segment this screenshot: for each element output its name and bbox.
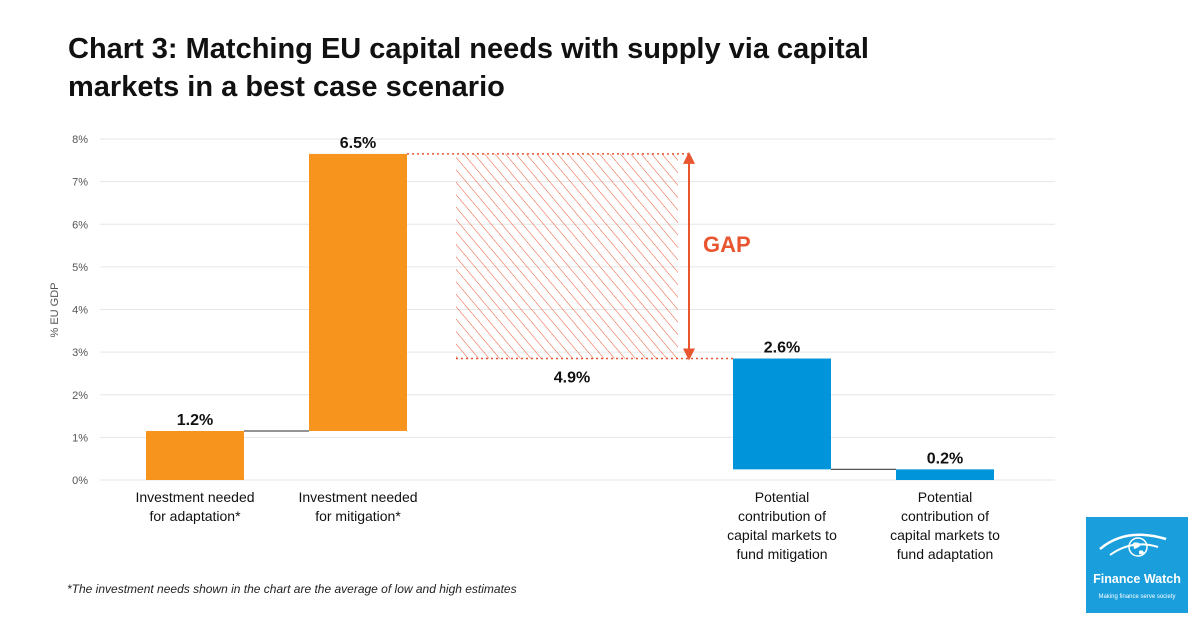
y-tick-label: 5% [72, 262, 88, 274]
category-label-line: capital markets to [890, 527, 1000, 543]
category-labels: Investment needed for adaptation*Investme… [135, 489, 1000, 562]
gap-annotation: GAP 4.9% [407, 151, 751, 387]
category-label-line: contribution of [901, 508, 989, 524]
footnote: *The investment needs shown in the chart… [67, 582, 517, 596]
y-tick-label: 1% [72, 432, 88, 444]
logo-tagline: Making finance serve society [1098, 594, 1176, 600]
y-tick-label: 7% [72, 177, 88, 189]
chart-title-line-1: Chart 3: Matching EU capital needs with … [68, 33, 869, 65]
bar [309, 153, 407, 431]
y-tick-label: 2% [72, 390, 88, 402]
category-label-line: contribution of [738, 508, 826, 524]
bar-value-label: 6.5% [340, 135, 376, 152]
category-label: Investment needed for mitigation* [298, 489, 417, 524]
category-label-line: fund mitigation [736, 546, 827, 562]
category-label-line: Investment needed [298, 489, 417, 505]
y-axis-ticks: 0% 1% 2% 3% 4% 5% 6% 7% 8% [72, 134, 88, 487]
bar-value-label: 2.6% [764, 340, 800, 357]
y-tick-label: 3% [72, 347, 88, 359]
bar [146, 430, 244, 480]
category-label: Investment needed for adaptation* [135, 489, 254, 524]
chart-title-line-2: markets in a best case scenario [68, 71, 505, 103]
bar [896, 469, 994, 480]
y-tick-label: 8% [72, 134, 88, 146]
category-label: Potential contribution of capital markets … [727, 489, 837, 562]
logo-name: Finance Watch [1093, 572, 1181, 586]
bar-value-label: 1.2% [177, 412, 213, 429]
category-label-line: for adaptation* [149, 508, 241, 524]
bar-connectors [244, 430, 896, 470]
bar-value-labels: 1.2% 6.5% 2.6% 0.2% [177, 135, 963, 467]
category-label-line: capital markets to [727, 527, 837, 543]
y-tick-label: 6% [72, 219, 88, 231]
gap-value-label: 4.9% [554, 370, 590, 387]
gap-hatched-area [456, 153, 678, 359]
bars [146, 153, 994, 480]
gap-label: GAP [703, 232, 751, 257]
bar [733, 358, 831, 470]
bar-value-label: 0.2% [927, 450, 963, 467]
y-tick-label: 4% [72, 305, 88, 317]
globe-bird-icon [1099, 533, 1167, 557]
y-tick-label: 0% [72, 475, 88, 487]
category-label-line: fund adaptation [897, 546, 994, 562]
category-label: Potential contribution of capital markets … [890, 489, 1000, 562]
category-label-line: Investment needed [135, 489, 254, 505]
category-label-line: Potential [755, 489, 809, 505]
y-axis-label: % EU GDP [49, 282, 61, 337]
category-label-line: for mitigation* [315, 508, 401, 524]
chart-title: Chart 3: Matching EU capital needs with … [68, 30, 968, 106]
finance-watch-logo: Finance Watch Making finance serve socie… [1086, 517, 1188, 613]
category-label-line: Potential [918, 489, 972, 505]
